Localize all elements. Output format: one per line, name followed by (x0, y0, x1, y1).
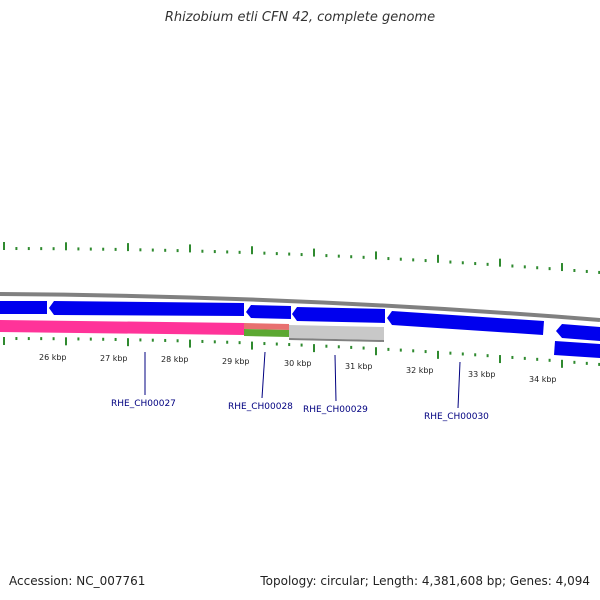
topology-text: Topology: circular; Length: 4,381,608 bp… (260, 574, 590, 588)
scale-label: 33 kbp (468, 370, 496, 379)
feature-band-magenta[interactable] (0, 320, 244, 335)
cds-feature[interactable] (556, 324, 600, 341)
gene-label[interactable]: RHE_CH00028 (228, 402, 293, 412)
scale-label: 29 kbp (222, 357, 250, 366)
cds-feature[interactable] (292, 307, 385, 323)
gene-label[interactable]: RHE_CH00030 (424, 412, 489, 422)
scale-label: 28 kbp (161, 355, 189, 364)
feature-band-grey-edge (289, 338, 384, 342)
page-title: Rhizobium etli CFN 42, complete genome (164, 10, 436, 25)
scale-label: 32 kbp (406, 366, 434, 375)
cds-feature[interactable] (0, 301, 47, 314)
scale-label: 30 kbp (284, 359, 312, 368)
cds-feature[interactable] (49, 301, 244, 316)
scale-label: 34 kbp (529, 375, 557, 384)
feature-band-green[interactable] (244, 329, 289, 337)
gene-label[interactable]: RHE_CH00027 (111, 399, 176, 409)
feature-band-grey[interactable] (289, 325, 384, 340)
gene-leader-line (457, 361, 461, 409)
scale-label: 27 kbp (100, 354, 128, 363)
inner-scale-ticks (3, 337, 600, 368)
scale-label: 31 kbp (345, 362, 373, 371)
scale-label: 26 kbp (39, 353, 67, 362)
gene-leader-line (334, 354, 337, 402)
cds-feature[interactable] (246, 305, 291, 319)
feature-row (0, 320, 384, 342)
gene-labels: RHE_CH00027 RHE_CH00028 RHE_CH00029 RHE_… (111, 399, 489, 422)
gene-leaders (144, 351, 461, 409)
cds-row (0, 301, 600, 358)
cds-feature[interactable] (387, 311, 544, 335)
scale-labels: 26 kbp 27 kbp 28 kbp 29 kbp 30 kbp 31 kb… (39, 353, 557, 384)
outer-scale-ticks (3, 242, 600, 274)
genome-backbone (0, 292, 600, 322)
accession-text: Accession: NC_007761 (9, 574, 146, 588)
cds-feature[interactable] (554, 341, 600, 358)
gene-leader-line (261, 351, 266, 399)
feature-band-salmon[interactable] (244, 323, 289, 330)
gene-label[interactable]: RHE_CH00029 (303, 405, 368, 415)
